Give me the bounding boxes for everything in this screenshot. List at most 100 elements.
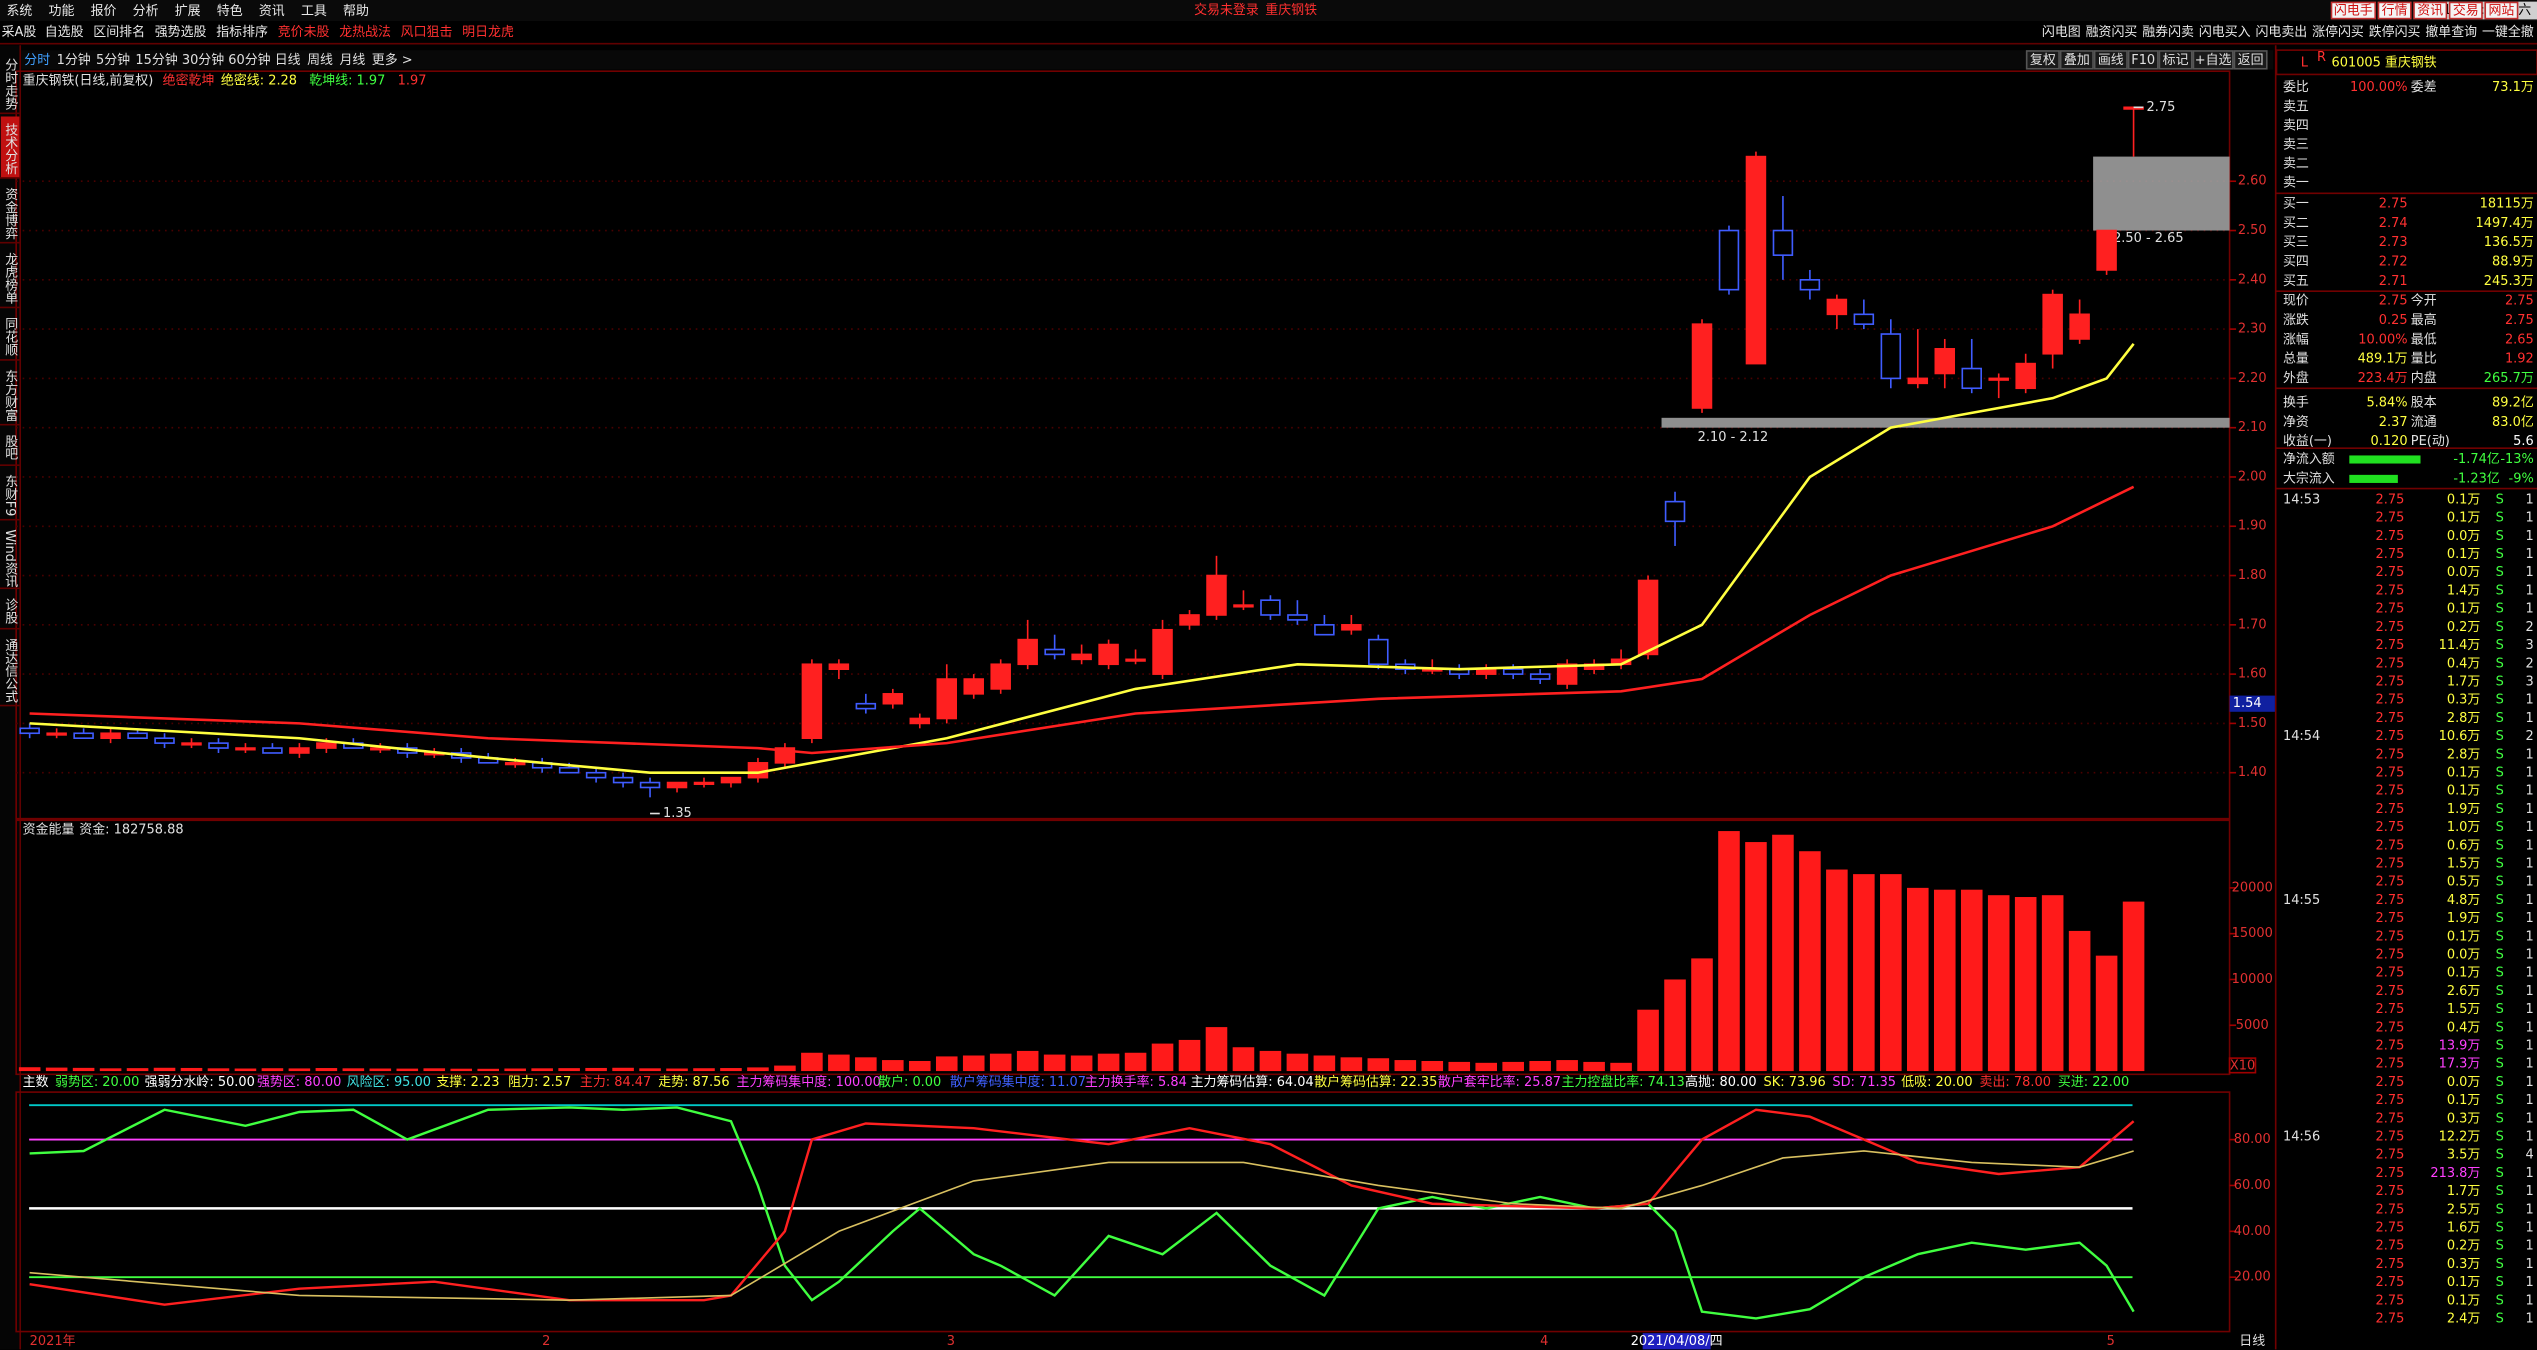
tool-button[interactable]: 标记 xyxy=(2163,53,2189,68)
period-tab[interactable]: 分时 xyxy=(24,53,50,68)
top-button-bg[interactable] xyxy=(2484,1,2519,20)
trade-price: 2.75 xyxy=(2376,602,2405,617)
tool-button[interactable]: 返回 xyxy=(2238,53,2264,68)
quick-trade[interactable]: 闪电卖出 xyxy=(2255,25,2307,40)
quick-trade[interactable]: 融券闪卖 xyxy=(2142,24,2194,40)
side-tab[interactable]: 股吧 xyxy=(2,434,17,460)
trade-side: S xyxy=(2496,1075,2504,1090)
tool-button-bg[interactable] xyxy=(2127,50,2159,70)
tool-button[interactable]: F10 xyxy=(2131,53,2155,68)
nav-special-item[interactable]: 竞价未股 xyxy=(278,24,330,40)
side-tab[interactable]: 东方财富 xyxy=(2,370,17,423)
trade-volume: 0.5万 xyxy=(2447,875,2481,890)
candle-body xyxy=(1907,377,1929,385)
menu-item[interactable]: 系统 xyxy=(6,4,32,19)
top-button-bg[interactable] xyxy=(2377,1,2412,20)
tool-button-bg[interactable] xyxy=(2093,50,2128,70)
stat-value: 10.00% xyxy=(2358,332,2407,347)
period-tab[interactable]: 更多 > xyxy=(372,53,413,68)
top-button[interactable]: 资讯 xyxy=(2417,4,2443,19)
period-tab[interactable]: 周线 xyxy=(307,53,333,68)
nav-special-item[interactable]: 风口狙击 xyxy=(401,25,453,40)
side-tab[interactable]: 同花顺 xyxy=(2,317,17,356)
menu-item[interactable]: 特色 xyxy=(217,3,243,19)
tool-button-bg[interactable] xyxy=(2059,50,2094,70)
side-tab[interactable]: 资金博弈 xyxy=(2,188,17,241)
bid-price: 2.75 xyxy=(2379,196,2408,211)
period-tab[interactable]: 1分钟 xyxy=(57,52,91,68)
menu-item[interactable]: 报价 xyxy=(91,4,117,19)
top-button-bg[interactable] xyxy=(2448,1,2483,20)
quick-trade[interactable]: 闪电买入 xyxy=(2199,25,2251,40)
period-tab[interactable]: 月线 xyxy=(339,53,365,68)
nav-special-item[interactable]: 明日龙虎 xyxy=(462,25,514,40)
tool-button-bg[interactable] xyxy=(2158,50,2193,70)
candle-body xyxy=(316,742,337,749)
nav-item[interactable]: 区间排名 xyxy=(93,24,145,40)
trade-count: 1 xyxy=(2526,984,2534,999)
nav-item[interactable]: 强势选股 xyxy=(155,24,207,40)
top-button-bg[interactable] xyxy=(2330,1,2377,20)
trade-side: S xyxy=(2496,947,2504,962)
trade-count: 1 xyxy=(2526,1184,2534,1199)
trade-count: 1 xyxy=(2526,820,2534,835)
tool-button[interactable]: 复权 xyxy=(2030,52,2056,68)
menu-item[interactable]: 工具 xyxy=(301,4,327,19)
tool-button[interactable]: 叠加 xyxy=(2064,53,2090,68)
period-tab[interactable]: 15分钟 xyxy=(135,52,177,68)
nav-item[interactable]: 自选股 xyxy=(45,25,84,40)
tool-button-bg[interactable] xyxy=(2192,50,2234,70)
side-tab[interactable]: 分时走势 xyxy=(2,58,17,111)
menu-item[interactable]: 资讯 xyxy=(259,4,285,19)
nav-item[interactable]: 指标排序 xyxy=(216,25,268,40)
top-button[interactable]: 闪电手 xyxy=(2334,4,2373,19)
candle-body xyxy=(1853,313,1875,325)
cursor-date-bg xyxy=(1642,1333,1711,1350)
top-button[interactable]: 网站 xyxy=(2488,4,2514,19)
period-tab[interactable]: 5分钟 xyxy=(96,52,130,68)
period-tab[interactable]: 60分钟 xyxy=(228,52,270,68)
tool-button-bg[interactable] xyxy=(2025,50,2060,70)
trade-time: 14:55 xyxy=(2283,893,2320,908)
quick-trade[interactable]: 涨停闪买 xyxy=(2312,24,2364,40)
quick-trade[interactable]: 撤单查询 xyxy=(2425,24,2477,40)
side-tab[interactable]: 东财F9 xyxy=(2,475,17,517)
quick-trade[interactable]: 闪电图 xyxy=(2042,25,2081,40)
side-tab[interactable]: Wind资讯 xyxy=(2,529,17,589)
bar xyxy=(180,1067,203,1072)
tool-button-bg[interactable] xyxy=(2233,50,2268,70)
quick-trade[interactable]: 融资闪买 xyxy=(2086,25,2138,40)
bar xyxy=(1124,1052,1147,1072)
trade-side: S xyxy=(2496,893,2504,908)
nav-item[interactable]: 采A股 xyxy=(2,25,37,40)
zone-label: 2.50 - 2.65 xyxy=(2113,231,2184,246)
stat-label: 涨跌 xyxy=(2283,312,2309,328)
tool-button[interactable]: 画线 xyxy=(2098,53,2124,68)
top-button-bg[interactable] xyxy=(2413,1,2448,20)
candle-body xyxy=(1529,673,1551,680)
top-button[interactable]: 行情 xyxy=(2382,4,2408,19)
tool-button[interactable]: +自选 xyxy=(2195,53,2232,68)
side-tab[interactable]: 龙虎榜单 xyxy=(2,252,17,304)
nav-bar xyxy=(0,21,2537,44)
quick-trade[interactable]: 跌停闪买 xyxy=(2369,24,2421,40)
menu-item[interactable]: 帮助 xyxy=(343,4,369,19)
period-tab[interactable]: 日线 xyxy=(275,53,301,68)
menu-item[interactable]: 扩展 xyxy=(175,4,201,19)
menu-item[interactable]: 功能 xyxy=(49,4,75,19)
side-tab[interactable]: 通达信公式 xyxy=(2,638,17,703)
trade-price: 2.75 xyxy=(2376,820,2405,835)
period-tab[interactable]: 30分钟 xyxy=(182,52,224,68)
nav-special-item[interactable]: 龙热战法 xyxy=(339,25,391,40)
side-tab[interactable]: 技术分析 xyxy=(2,123,17,175)
quote-flag: L xyxy=(2301,56,2309,71)
trade-volume: 1.9万 xyxy=(2447,911,2481,926)
top-button[interactable]: 交易 xyxy=(2453,3,2479,19)
legend-entry: 乾坤线: 1.97 xyxy=(309,73,385,88)
menu-item[interactable]: 分析 xyxy=(133,4,159,19)
bar xyxy=(1987,895,2010,1072)
quick-trade[interactable]: 一键全撤 xyxy=(2482,24,2534,40)
trade-count: 1 xyxy=(2526,1020,2534,1035)
trade-price: 2.75 xyxy=(2376,711,2405,726)
side-tab[interactable]: 诊股 xyxy=(2,598,17,625)
